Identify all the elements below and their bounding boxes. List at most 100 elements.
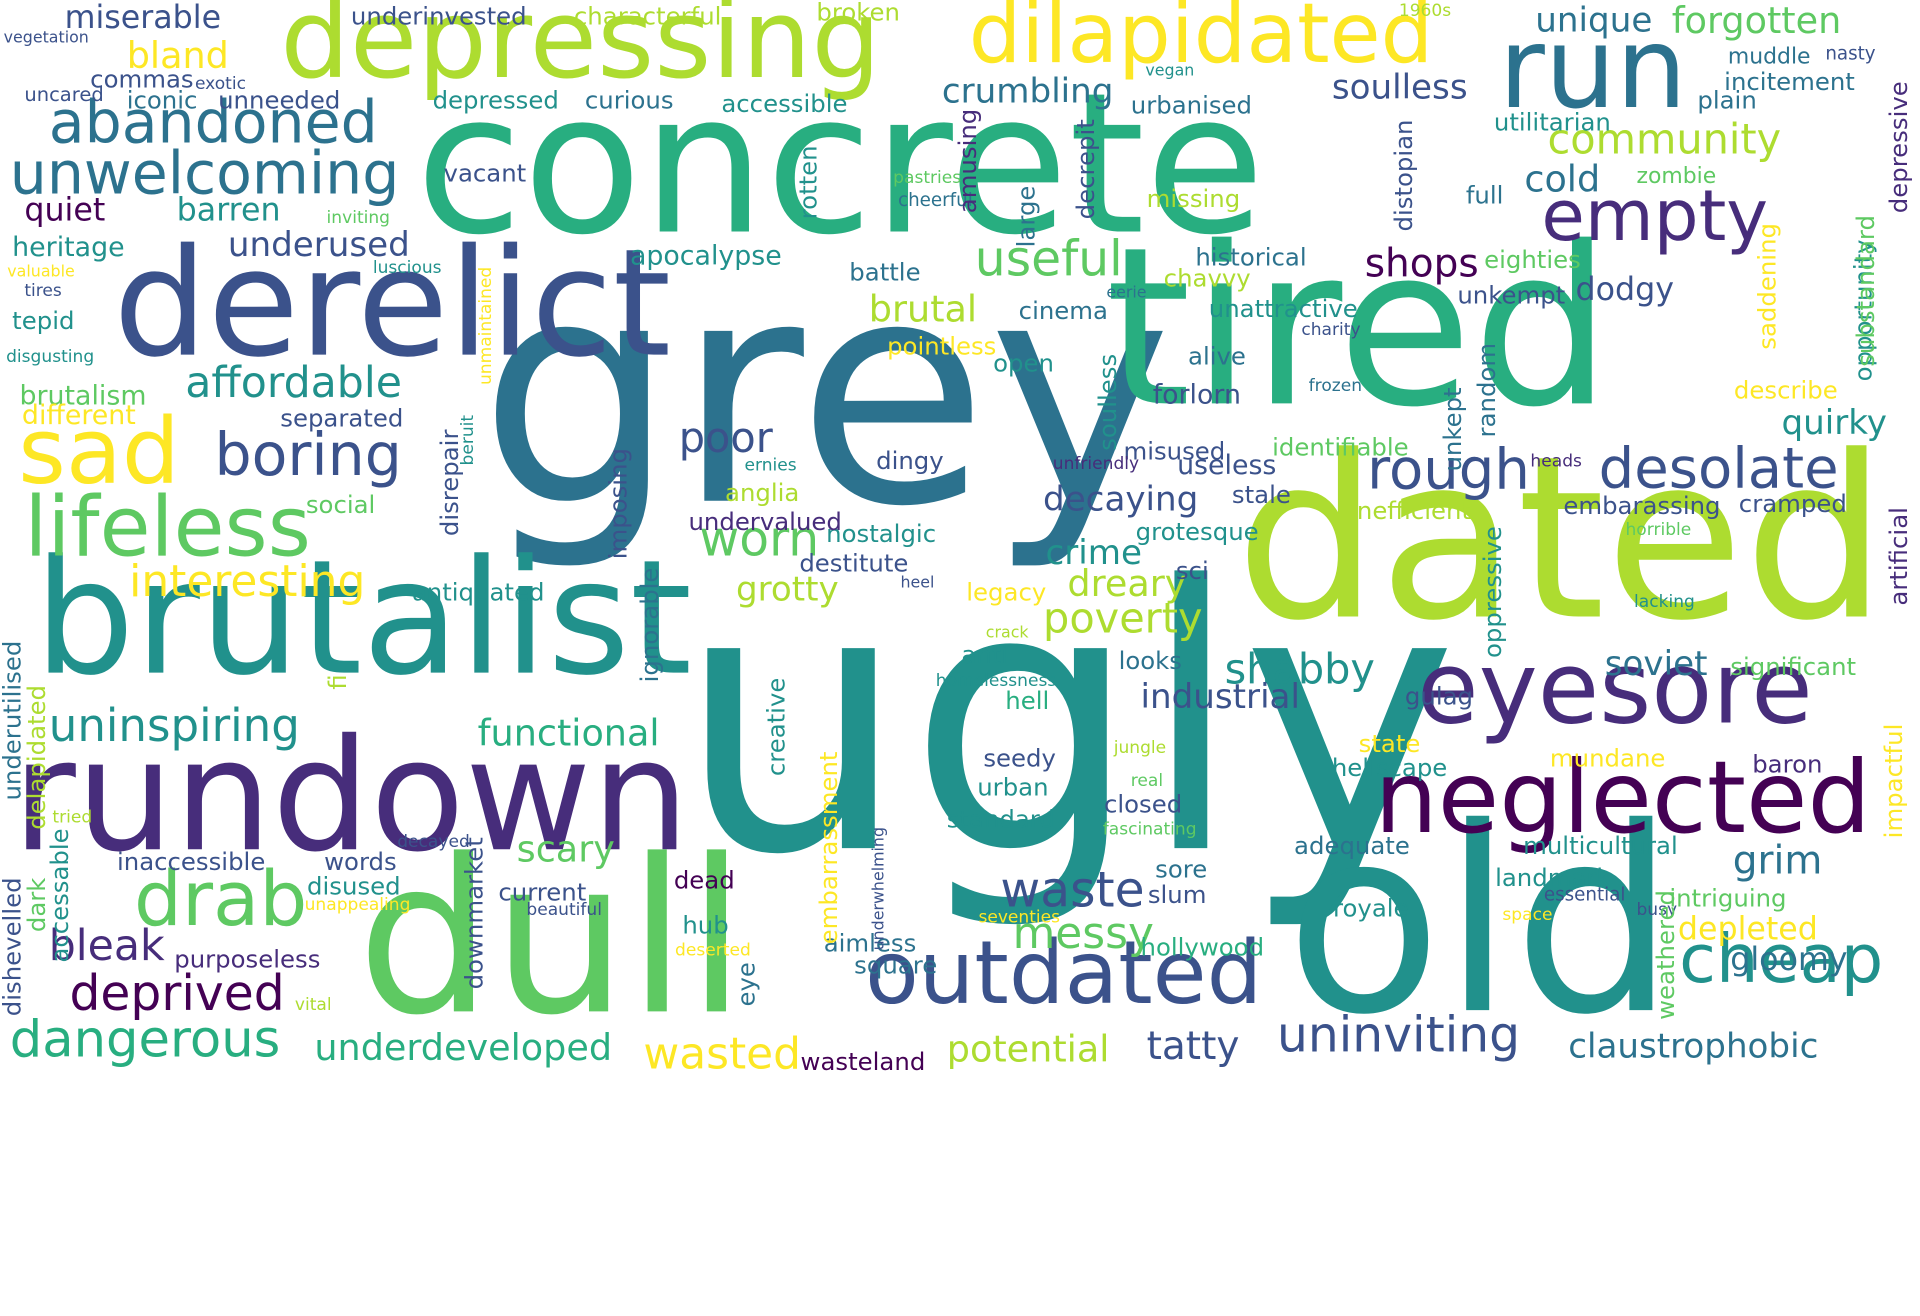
word: underutilised: [0, 640, 27, 801]
word: frozen: [1308, 376, 1363, 397]
word: community: [1547, 115, 1782, 165]
word: multicultural: [1523, 831, 1678, 861]
word: slum: [1147, 879, 1207, 910]
word: neglected: [1374, 740, 1871, 857]
word: hell: [1005, 686, 1050, 716]
word: inaccessible: [116, 846, 266, 877]
word: cheerful: [898, 188, 973, 211]
word: sore: [1155, 854, 1208, 884]
word: essential: [1543, 883, 1626, 906]
word: vegan: [1145, 62, 1195, 81]
word: iconic: [126, 85, 198, 115]
word: heel: [900, 573, 935, 593]
word: underinvested: [350, 1, 527, 31]
word: uncared: [24, 82, 104, 107]
word: soviet: [1604, 643, 1708, 684]
word: decaying: [1043, 478, 1199, 520]
word: charity: [1301, 320, 1361, 340]
word: downmarket: [459, 837, 489, 990]
word: landmark: [1495, 862, 1611, 892]
word: seedy: [983, 743, 1056, 773]
word: bland: [126, 35, 229, 78]
word: separated: [280, 403, 404, 433]
word: space: [1502, 905, 1553, 925]
word: dodgy: [1575, 271, 1674, 309]
word: undervalued: [688, 506, 842, 537]
word: crime: [1045, 532, 1142, 573]
word: nasty: [1825, 42, 1876, 65]
word: depressed: [432, 85, 559, 115]
word: broken: [816, 0, 900, 27]
word: decrepit: [1071, 119, 1101, 220]
word: pointless: [887, 331, 997, 361]
word: tired: [1105, 201, 1612, 456]
word: anglia: [725, 477, 800, 507]
word: forlorn: [1152, 380, 1241, 411]
word: missing: [1146, 183, 1241, 214]
word: interesting: [129, 556, 366, 607]
word: waste: [1000, 862, 1145, 919]
word: seventies: [978, 907, 1061, 928]
word: depressing: [280, 0, 881, 104]
word: rotten: [793, 145, 823, 220]
word: unfriendly: [1052, 454, 1140, 474]
word: old: [1285, 772, 1676, 1072]
word: unwelcoming: [9, 140, 400, 209]
word: grim: [1732, 837, 1823, 884]
word: current: [498, 877, 587, 907]
word: sad: [18, 397, 180, 505]
word: royale: [1333, 893, 1409, 923]
word: derelict: [113, 216, 672, 390]
word: ignorable: [634, 567, 665, 683]
word: unmaintained: [476, 266, 496, 386]
word: battle: [849, 257, 921, 287]
word: uninspiring: [48, 699, 300, 752]
word: barren: [176, 192, 281, 230]
word: dead: [673, 865, 735, 895]
word: wasted: [643, 1029, 802, 1080]
word: poor: [678, 414, 773, 464]
word: jungle: [1113, 738, 1167, 758]
word: state: [1358, 728, 1421, 758]
word: hub: [682, 910, 729, 940]
word: different: [21, 400, 136, 432]
word: beautiful: [526, 900, 602, 920]
word: tatty: [1146, 1022, 1240, 1069]
word: heads: [1530, 452, 1582, 472]
word: significant: [1730, 651, 1857, 682]
word: brutalism: [19, 381, 147, 412]
word: brutal: [868, 288, 978, 332]
word: chavvy: [1163, 263, 1251, 293]
word: muddle: [1727, 43, 1811, 70]
word: embarassing: [1563, 491, 1721, 521]
word: open: [993, 348, 1054, 378]
word: desolate: [1598, 435, 1839, 501]
word: accessible: [721, 88, 848, 119]
word: fascinating: [1102, 820, 1197, 840]
word: inviting: [326, 208, 391, 228]
word: underwhelming: [870, 826, 889, 951]
word: wasteland: [800, 1046, 926, 1076]
word: cheap: [1679, 919, 1884, 998]
word: abandoned: [48, 88, 378, 158]
word: valuable: [7, 263, 75, 282]
word: vital: [294, 995, 332, 1016]
word: deprived: [69, 966, 285, 1023]
word: sci: [1175, 555, 1209, 585]
word: brutalist: [34, 525, 693, 711]
word: gulag: [1404, 681, 1474, 711]
word: artificial: [1883, 507, 1914, 606]
word: underdeveloped: [314, 1027, 613, 1070]
word: hellscape: [1331, 753, 1448, 783]
word: miserable: [64, 0, 222, 37]
word: bleak: [48, 922, 165, 972]
word: useless: [1177, 450, 1277, 482]
word: curious: [584, 85, 674, 115]
word: amusing: [952, 108, 983, 214]
word: apocalypse: [629, 241, 782, 272]
word: quirky: [1781, 402, 1887, 443]
word: misused: [1123, 436, 1226, 466]
word: square: [854, 950, 938, 980]
word: baron: [1752, 749, 1823, 779]
word: tires: [24, 281, 62, 301]
